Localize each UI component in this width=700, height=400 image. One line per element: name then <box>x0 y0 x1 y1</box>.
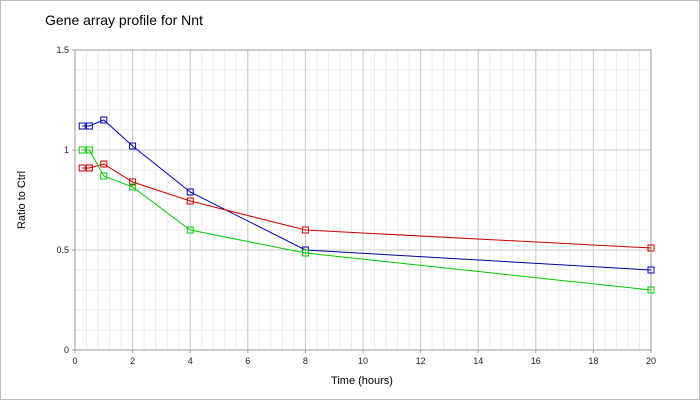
data-point-marker <box>186 197 194 205</box>
chart-title: Gene array profile for Nnt <box>45 12 203 28</box>
data-point-marker <box>85 122 93 130</box>
x-tick-label: 12 <box>416 356 426 366</box>
x-axis-label: Time (hours) <box>331 375 393 387</box>
series-layer <box>78 116 655 294</box>
y-tick-label: 1 <box>64 145 69 155</box>
x-tick-label: 6 <box>245 356 250 366</box>
x-tick-label: 20 <box>646 356 656 366</box>
x-tick-label: 16 <box>531 356 541 366</box>
data-point-marker <box>78 146 86 154</box>
data-point-marker <box>85 164 93 172</box>
x-tick-label: 14 <box>473 356 483 366</box>
series-line <box>82 149 652 291</box>
data-point-marker <box>186 188 194 196</box>
y-tick-label: 1.5 <box>56 45 69 55</box>
series-2 <box>78 160 655 252</box>
x-tick-label: 0 <box>72 356 77 366</box>
y-axis-ticks: 0 0.5 1 1.5 <box>56 45 75 355</box>
x-tick-label: 4 <box>188 356 193 366</box>
data-point-marker <box>647 244 655 252</box>
series-line <box>82 163 652 249</box>
data-point-marker <box>100 172 108 180</box>
data-point-marker <box>100 116 108 124</box>
data-point-marker <box>186 226 194 234</box>
x-tick-label: 10 <box>358 356 368 366</box>
data-point-marker <box>301 249 309 257</box>
data-point-marker <box>647 286 655 294</box>
x-tick-label: 8 <box>303 356 308 366</box>
data-point-marker <box>100 160 108 168</box>
data-point-marker <box>78 164 86 172</box>
data-point-marker <box>647 266 655 274</box>
x-tick-label: 18 <box>588 356 598 366</box>
data-point-marker <box>129 178 137 186</box>
x-axis-ticks: 0 2 4 6 8 10 12 14 16 18 20 <box>72 350 656 366</box>
x-tick-label: 2 <box>130 356 135 366</box>
major-grid <box>74 49 652 351</box>
y-axis-label: Ratio to Ctrl <box>16 171 28 229</box>
y-tick-label: 0.5 <box>56 245 69 255</box>
data-point-marker <box>78 122 86 130</box>
series-3 <box>78 146 655 294</box>
data-point-marker <box>129 142 137 150</box>
data-point-marker <box>85 146 93 154</box>
data-point-marker <box>129 183 137 191</box>
data-point-marker <box>301 226 309 234</box>
y-tick-label: 0 <box>64 345 69 355</box>
